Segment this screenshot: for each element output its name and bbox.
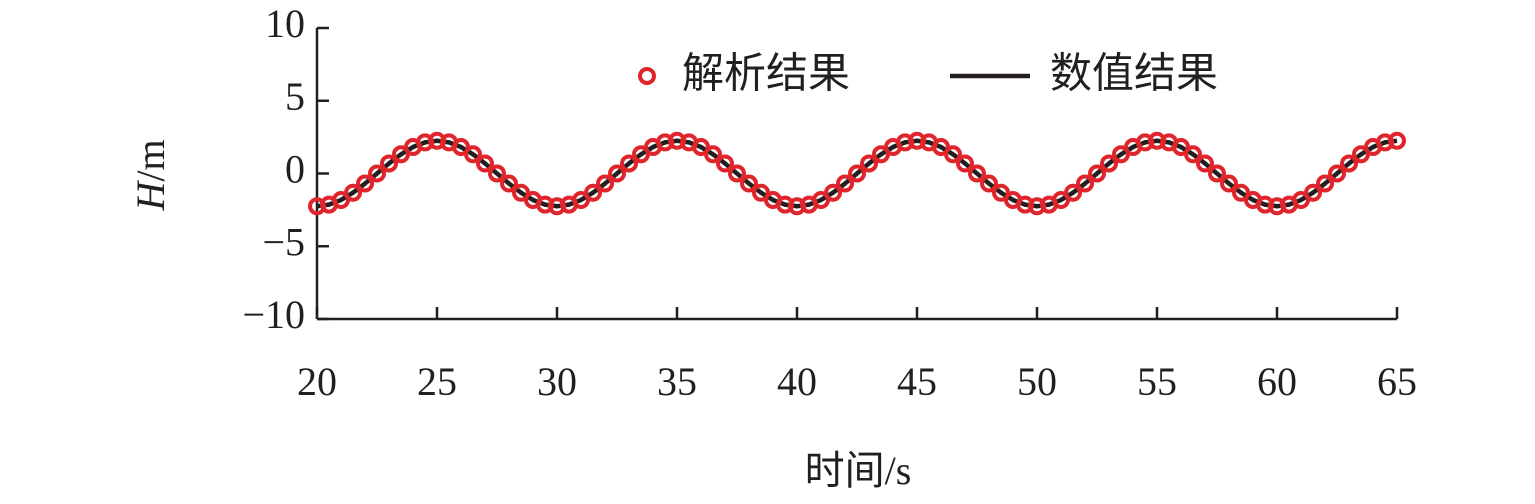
- x-tick-label: 35: [657, 359, 697, 404]
- data-point-marker: [836, 174, 854, 193]
- y-tick-label: 0: [285, 147, 305, 192]
- y-tick-label: −5: [262, 219, 305, 264]
- data-point-marker: [1100, 154, 1118, 173]
- x-axis-label: 时间/s: [805, 448, 912, 493]
- x-tick-label: 65: [1377, 359, 1417, 404]
- x-ticks: 20 25 30 35 40 45 50 55 60 65: [297, 307, 1417, 404]
- data-point-marker: [824, 183, 842, 202]
- x-tick-label: 50: [1017, 359, 1057, 404]
- data-point-marker: [608, 164, 626, 183]
- y-tick-label: 10: [265, 1, 305, 46]
- data-point-marker: [1388, 131, 1406, 150]
- data-point-marker: [584, 183, 602, 202]
- data-point-marker: [476, 154, 494, 173]
- x-tick-label: 55: [1137, 359, 1177, 404]
- data-point-marker: [1328, 164, 1346, 183]
- data-point-marker: [596, 174, 614, 193]
- data-point-marker: [1088, 164, 1106, 183]
- data-point-marker: [980, 174, 998, 193]
- data-point-marker: [500, 174, 518, 193]
- data-point-marker: [1076, 174, 1094, 193]
- data-point-marker: [944, 145, 962, 164]
- y-axis-label: H/m: [128, 139, 173, 211]
- x-tick-label: 30: [537, 359, 577, 404]
- data-point-marker: [848, 164, 866, 183]
- y-axis-label-unit: /m: [128, 139, 173, 181]
- data-point-marker: [1316, 174, 1334, 193]
- x-tick-label: 40: [777, 359, 817, 404]
- data-point-marker: [1064, 183, 1082, 202]
- data-point-marker: [1184, 145, 1202, 164]
- x-tick-label: 25: [417, 359, 457, 404]
- data-point-marker: [1340, 154, 1358, 173]
- plot-area: [308, 131, 1406, 216]
- series-markers-analytical: [308, 131, 1406, 216]
- series-line-numerical: [316, 138, 1398, 209]
- y-tick-label: 5: [285, 74, 305, 119]
- x-tick-label: 45: [897, 359, 937, 404]
- data-point-marker: [464, 145, 482, 164]
- data-point-marker: [716, 154, 734, 173]
- data-point-marker: [356, 174, 374, 193]
- x-tick-label: 20: [297, 359, 337, 404]
- data-point-marker: [368, 164, 386, 183]
- data-point-marker: [728, 164, 746, 183]
- legend-label-numerical: 数值结果: [1050, 49, 1218, 98]
- data-point-marker: [956, 154, 974, 173]
- data-point-marker: [860, 154, 878, 173]
- data-point-marker: [1196, 154, 1214, 173]
- data-point-marker: [620, 154, 638, 173]
- legend-marker-analytical: [638, 67, 656, 85]
- y-ticks: 10 5 0 −5 −10: [242, 1, 329, 337]
- data-point-marker: [968, 164, 986, 183]
- x-tick-label: 60: [1257, 359, 1297, 404]
- data-point-marker: [740, 174, 758, 193]
- data-point-marker: [380, 154, 398, 173]
- data-point-marker: [1304, 183, 1322, 202]
- y-axis-label-symbol: H: [128, 180, 173, 212]
- data-point-marker: [488, 164, 506, 183]
- legend-label-analytical: 解析结果: [682, 49, 850, 98]
- data-point-marker: [1220, 174, 1238, 193]
- data-point-marker: [1208, 164, 1226, 183]
- data-point-marker: [704, 145, 722, 164]
- y-tick-label: −10: [242, 292, 305, 337]
- data-point-marker: [344, 183, 362, 202]
- legend: 解析结果 数值结果: [638, 49, 1218, 98]
